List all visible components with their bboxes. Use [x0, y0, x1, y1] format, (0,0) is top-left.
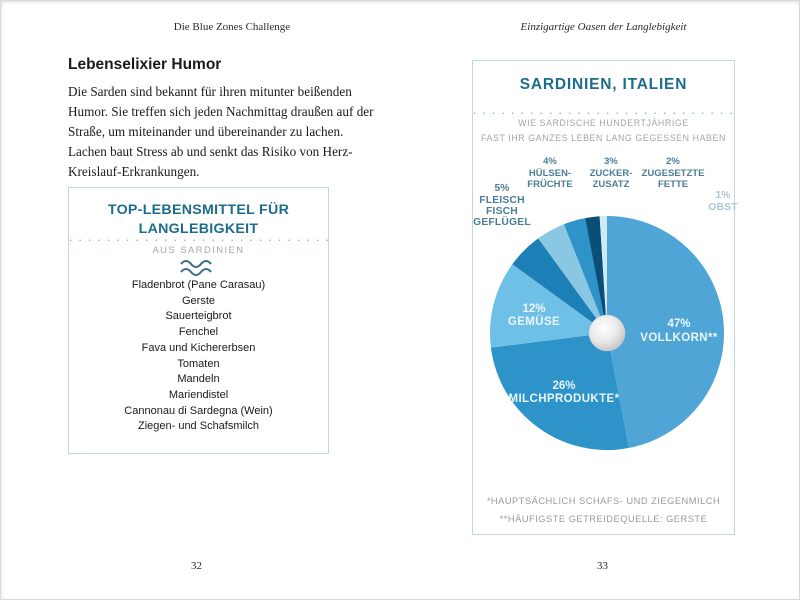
svg-text:ZUCKER-: ZUCKER- — [590, 168, 633, 179]
svg-text:HÜLSEN-: HÜLSEN- — [529, 168, 571, 179]
svg-text:26%: 26% — [552, 380, 575, 392]
svg-text:3%: 3% — [604, 156, 618, 167]
svg-text:FISCH: FISCH — [486, 206, 518, 217]
svg-text:12%: 12% — [522, 303, 545, 315]
svg-text:ZUGESETZTE: ZUGESETZTE — [642, 168, 705, 179]
svg-text:ZUSATZ: ZUSATZ — [593, 179, 630, 190]
svg-text:1%: 1% — [716, 190, 731, 201]
svg-text:OBST: OBST — [708, 202, 738, 213]
svg-text:4%: 4% — [543, 156, 557, 167]
svg-text:GEMÜSE: GEMÜSE — [508, 315, 560, 328]
svg-text:GEFLÜGEL: GEFLÜGEL — [473, 215, 531, 228]
svg-text:FLEISCH: FLEISCH — [479, 195, 524, 206]
svg-text:MILCHPRODUKTE*: MILCHPRODUKTE* — [508, 393, 619, 405]
svg-text:47%: 47% — [667, 318, 690, 330]
svg-text:2%: 2% — [666, 156, 680, 167]
svg-text:VOLLKORN**: VOLLKORN** — [640, 332, 718, 344]
svg-text:5%: 5% — [495, 183, 510, 194]
svg-text:FRÜCHTE: FRÜCHTE — [527, 179, 572, 190]
svg-text:FETTE: FETTE — [658, 179, 688, 190]
